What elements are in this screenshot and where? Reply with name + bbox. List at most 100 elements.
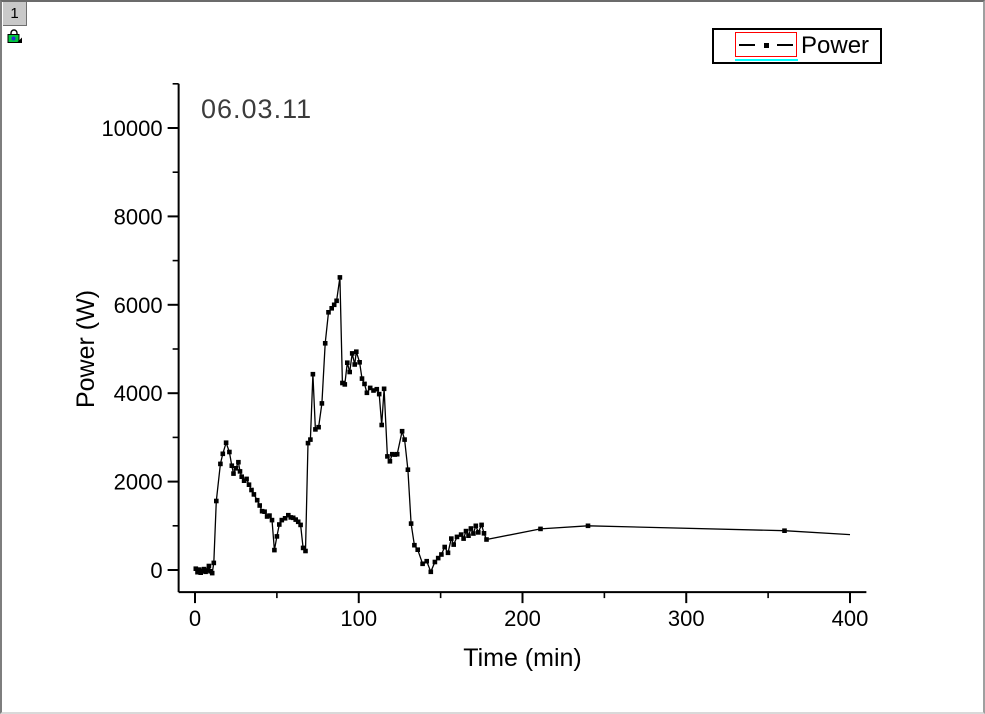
data-point-marker bbox=[193, 566, 199, 571]
data-point-marker bbox=[279, 517, 285, 523]
data-point-marker bbox=[345, 360, 350, 365]
data-point-marker bbox=[246, 482, 252, 487]
data-point-marker bbox=[209, 570, 215, 576]
data-point-marker bbox=[249, 487, 254, 493]
data-point-marker bbox=[196, 567, 202, 572]
data-point-marker bbox=[295, 519, 301, 525]
data-point-marker bbox=[272, 547, 277, 553]
data-point-marker bbox=[337, 275, 343, 280]
data-point-marker bbox=[227, 449, 232, 455]
legend[interactable]: Power bbox=[712, 28, 882, 64]
data-point-marker bbox=[349, 351, 355, 356]
legend-square-marker-icon bbox=[763, 42, 769, 48]
data-point-marker bbox=[782, 528, 787, 533]
data-point-marker bbox=[329, 306, 334, 311]
data-point-marker bbox=[385, 454, 390, 459]
data-point-marker bbox=[282, 516, 288, 521]
data-point-marker bbox=[347, 369, 352, 375]
data-point-marker bbox=[394, 451, 400, 457]
data-point-marker bbox=[264, 514, 270, 519]
data-point-marker bbox=[481, 531, 487, 536]
y-tick-label: 6000 bbox=[114, 293, 163, 318]
data-point-marker bbox=[479, 522, 484, 528]
data-point-marker bbox=[237, 469, 243, 474]
data-point-marker bbox=[402, 437, 407, 442]
data-point-marker bbox=[239, 474, 244, 479]
legend-line-segment bbox=[739, 44, 755, 46]
data-point-marker bbox=[313, 427, 318, 432]
y-tick-label: 8000 bbox=[114, 204, 163, 229]
data-point-marker bbox=[538, 526, 543, 532]
y-tick-label: 2000 bbox=[114, 470, 163, 495]
data-point-marker bbox=[342, 382, 348, 387]
data-point-marker bbox=[288, 515, 294, 520]
data-point-marker bbox=[585, 523, 591, 529]
legend-selection-underline bbox=[735, 59, 798, 61]
x-tick-label: 400 bbox=[832, 606, 869, 631]
layer-1-label: 1 bbox=[10, 5, 19, 22]
data-point-marker bbox=[331, 302, 337, 308]
data-point-marker bbox=[218, 461, 223, 467]
data-point-marker bbox=[439, 552, 444, 557]
y-tick-label: 4000 bbox=[114, 381, 163, 406]
data-point-marker bbox=[308, 437, 313, 442]
data-point-marker bbox=[220, 451, 226, 457]
data-point-marker bbox=[269, 517, 275, 523]
y-axis: 0 2000 4000 6000 8000 10000 Power (W) bbox=[72, 83, 180, 593]
data-point-marker bbox=[473, 523, 479, 529]
data-point-marker bbox=[334, 298, 339, 304]
y-axis-title: Power (W) bbox=[72, 290, 100, 408]
x-tick-label: 0 bbox=[189, 606, 201, 631]
data-point-marker bbox=[364, 390, 370, 396]
x-axis: 0 100 200 300 400 Time (min) bbox=[178, 591, 869, 672]
data-point-marker bbox=[390, 451, 395, 457]
data-point-marker bbox=[201, 566, 207, 572]
data-point-marker bbox=[214, 498, 219, 504]
y-tick-label: 0 bbox=[150, 558, 162, 583]
x-tick-label: 300 bbox=[668, 606, 705, 631]
legend-series-label[interactable]: Power bbox=[801, 32, 870, 59]
data-series-power[interactable] bbox=[193, 275, 851, 576]
data-point-marker bbox=[379, 422, 384, 428]
data-point-marker bbox=[442, 544, 447, 550]
layer-1-tab[interactable]: 1 bbox=[3, 2, 27, 26]
data-point-marker bbox=[432, 559, 438, 565]
data-point-marker bbox=[435, 555, 441, 561]
data-point-marker bbox=[274, 534, 280, 539]
data-point-marker bbox=[257, 503, 262, 508]
data-point-marker bbox=[354, 349, 359, 354]
data-point-marker bbox=[461, 536, 466, 541]
data-point-marker bbox=[449, 536, 454, 541]
data-point-marker bbox=[424, 558, 429, 564]
data-point-marker bbox=[290, 515, 296, 521]
data-point-marker bbox=[412, 542, 417, 548]
data-point-marker bbox=[445, 550, 451, 556]
data-point-marker bbox=[415, 547, 420, 552]
data-point-marker bbox=[387, 459, 393, 464]
data-point-marker bbox=[326, 310, 331, 315]
legend-symbol-selection-box[interactable] bbox=[735, 32, 797, 57]
data-point-marker bbox=[286, 512, 291, 518]
lock-icon[interactable] bbox=[6, 28, 23, 45]
date-annotation[interactable]: 06.03.11 bbox=[201, 94, 313, 124]
data-point-marker bbox=[211, 560, 217, 566]
data-point-marker bbox=[305, 440, 311, 446]
data-point-marker bbox=[236, 459, 241, 465]
data-point-marker bbox=[298, 522, 303, 528]
data-point-marker bbox=[316, 424, 321, 430]
data-point-marker bbox=[381, 386, 387, 392]
data-point-marker bbox=[233, 466, 239, 471]
data-point-marker bbox=[259, 508, 265, 514]
data-point-marker bbox=[303, 548, 308, 554]
data-point-marker bbox=[310, 371, 316, 377]
data-point-marker bbox=[367, 385, 373, 391]
data-point-marker bbox=[454, 534, 460, 540]
data-point-marker bbox=[392, 452, 398, 457]
data-point-marker bbox=[362, 381, 367, 387]
data-point-marker bbox=[300, 545, 306, 551]
data-point-marker bbox=[428, 569, 434, 575]
data-point-marker bbox=[205, 568, 210, 573]
data-point-marker bbox=[451, 542, 456, 547]
